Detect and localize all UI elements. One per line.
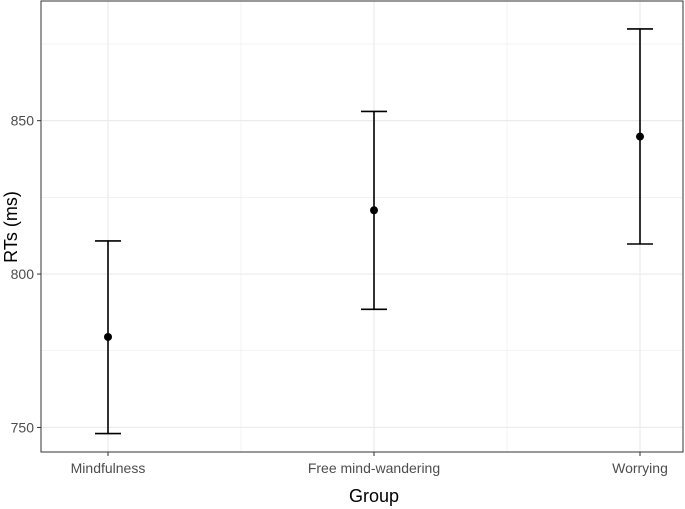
axis-ticks: 750 800 850 Mindfulness Free mind-wandering W…	[11, 113, 668, 476]
x-axis-title: Group	[349, 486, 399, 506]
mean-point-1	[370, 206, 378, 215]
y-tick-label-0: 750	[11, 419, 35, 435]
x-tick-label-0: Mindfulness	[71, 460, 146, 476]
y-tick-label-1: 800	[11, 266, 35, 282]
data-marks	[95, 28, 653, 435]
y-axis-title: RTs (ms)	[1, 191, 21, 263]
y-tick-label-2: 850	[11, 113, 35, 129]
x-tick-label-1: Free mind-wandering	[308, 460, 440, 476]
grid-lines	[41, 1, 683, 452]
mean-point-0	[104, 332, 112, 341]
mean-point-2	[636, 132, 644, 141]
panel-border	[40, 0, 684, 453]
x-tick-label-2: Worrying	[612, 460, 668, 476]
